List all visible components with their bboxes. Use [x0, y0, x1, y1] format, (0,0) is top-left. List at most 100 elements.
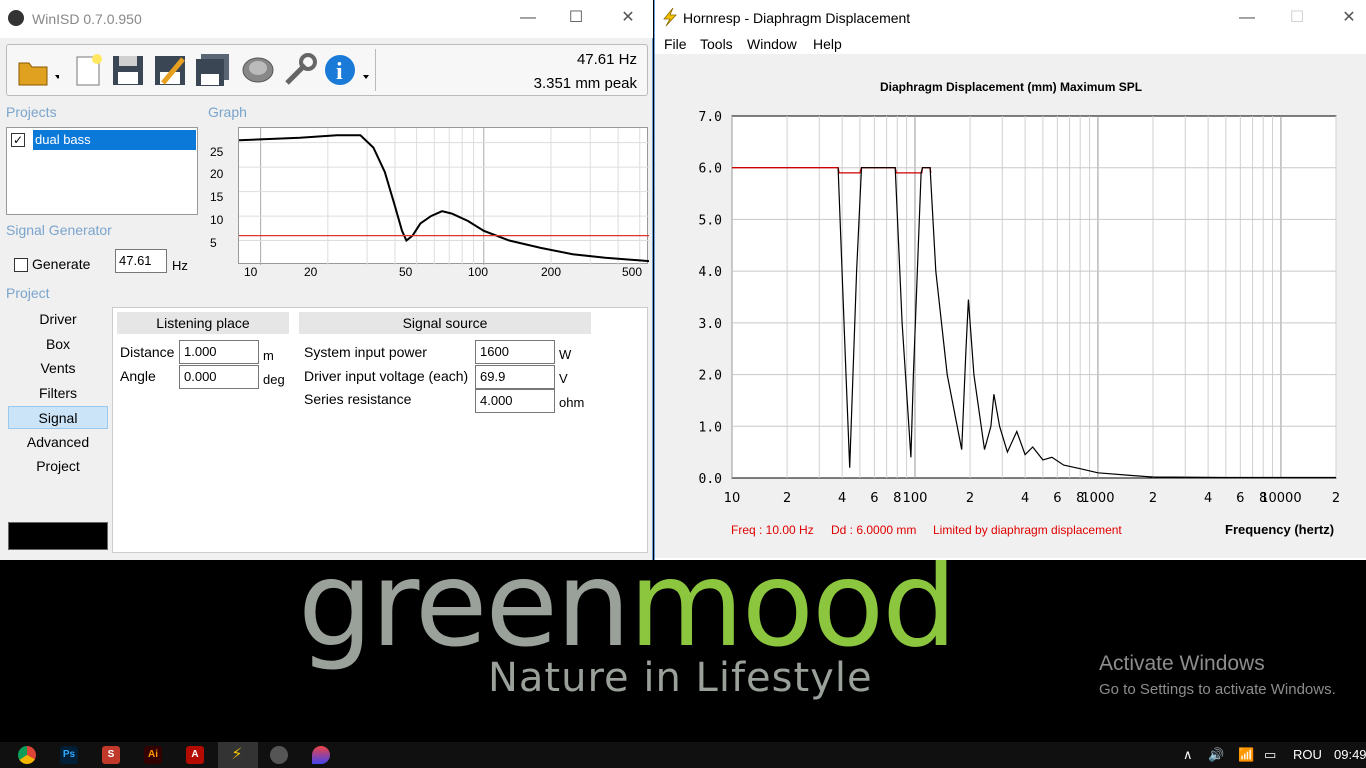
- signal-panel: Listening place Signal source Distance 1…: [112, 307, 648, 553]
- close-button[interactable]: ✕: [621, 9, 635, 26]
- new-project-button[interactable]: [73, 53, 105, 87]
- y-tick-label: 3.0: [699, 317, 722, 332]
- folder-icon: [18, 62, 61, 86]
- winisd-taskbar-icon[interactable]: [270, 746, 288, 764]
- hornresp-maximize-button[interactable]: ☐: [1289, 9, 1305, 26]
- minimize-button[interactable]: —: [520, 9, 536, 26]
- status-displacement: Dd : 6.0000 mm: [831, 523, 917, 537]
- maximize-button[interactable]: ☐: [568, 9, 584, 26]
- driver-input-voltage-label: Driver input voltage (each): [304, 368, 469, 384]
- hornresp-window: Hornresp - Diaphragm Displacement — ☐ ✕ …: [654, 0, 1366, 560]
- project-color-swatch[interactable]: [8, 522, 108, 550]
- toolbar: i 47.61 Hz 3.351 mm peak: [6, 44, 648, 96]
- info-button[interactable]: i: [323, 53, 369, 87]
- save-all-button[interactable]: [195, 53, 229, 87]
- logo-part-green: mood: [628, 535, 957, 673]
- x-tick-label: 2: [1332, 491, 1340, 506]
- driver-input-voltage-input[interactable]: 69.9: [475, 365, 555, 389]
- nav-signal[interactable]: Signal: [8, 406, 108, 429]
- volume-icon[interactable]: 🔊: [1208, 747, 1225, 762]
- taskbar-active-indicator: [218, 742, 258, 768]
- hornresp-titlebar: Hornresp - Diaphragm Displacement — ☐ ✕: [655, 0, 1366, 34]
- acrobat-icon[interactable]: A: [186, 746, 204, 764]
- graph-y-tick: 15: [210, 190, 224, 204]
- angle-unit: deg: [263, 372, 285, 387]
- save-as-icon: [155, 56, 185, 85]
- hornresp-menubar: File Tools Window Help: [655, 34, 1366, 54]
- clock[interactable]: 09:49: [1334, 747, 1366, 762]
- project-item[interactable]: dual bass: [33, 130, 196, 150]
- winisd-titlebar: WinISD 0.7.0.950 — ☐ ✕: [0, 0, 653, 38]
- nav-advanced[interactable]: Advanced: [26, 434, 90, 450]
- x-tick-label: 100: [903, 491, 928, 506]
- signal-source-header: Signal source: [299, 312, 591, 334]
- angle-input[interactable]: 0.000: [179, 365, 259, 389]
- menu-window[interactable]: Window: [747, 36, 797, 52]
- generator-unit: Hz: [172, 258, 188, 273]
- hornresp-taskbar-icon[interactable]: ⚡: [231, 746, 243, 763]
- chrome-icon[interactable]: [18, 746, 36, 764]
- x-tick-label: 2: [966, 491, 974, 506]
- y-tick-label: 0.0: [699, 472, 722, 487]
- show-hidden-icons[interactable]: ∧: [1183, 747, 1193, 762]
- save-as-button[interactable]: [153, 53, 185, 87]
- wallpaper-tagline: Nature in Lifestyle: [488, 655, 873, 701]
- lightning-icon: [663, 7, 677, 27]
- speaker-icon: [242, 57, 274, 83]
- battery-icon[interactable]: ▭: [1264, 747, 1277, 762]
- graph-y-tick: 20: [210, 167, 224, 181]
- y-tick-label: 7.0: [699, 110, 722, 125]
- x-tick-label: 4: [1021, 491, 1029, 506]
- tools-button[interactable]: [283, 53, 317, 87]
- graph-y-tick: 5: [210, 236, 217, 250]
- language-indicator[interactable]: ROU: [1293, 747, 1322, 762]
- x-tick-label: 4: [838, 491, 846, 506]
- status-limit: Limited by diaphragm displacement: [933, 523, 1122, 537]
- hornresp-minimize-button[interactable]: —: [1239, 9, 1255, 26]
- x-tick-label: 8: [1076, 491, 1084, 506]
- nav-filters[interactable]: Filters: [38, 385, 78, 401]
- system-input-power-unit: W: [559, 347, 572, 362]
- series-resistance-input[interactable]: 4.000: [475, 389, 555, 413]
- hornresp-close-button[interactable]: ✕: [1342, 9, 1356, 26]
- save-button[interactable]: [111, 53, 143, 87]
- x-tick-label: 10: [724, 491, 741, 506]
- graph-x-tick: 100: [468, 265, 489, 279]
- series-line-1: [837, 167, 1336, 479]
- nav-vents[interactable]: Vents: [40, 360, 76, 376]
- graph-x-tick: 20: [304, 265, 318, 279]
- driver-button[interactable]: [241, 53, 274, 87]
- illustrator-icon[interactable]: Ai: [144, 746, 162, 764]
- y-tick-label: 2.0: [699, 369, 722, 384]
- menu-help[interactable]: Help: [813, 36, 842, 52]
- distance-unit: m: [263, 348, 274, 363]
- autocad-icon[interactable]: S: [102, 746, 120, 764]
- info-icon: i: [325, 55, 369, 85]
- menu-tools[interactable]: Tools: [700, 36, 733, 52]
- graph-x-tick: 50: [399, 265, 413, 279]
- signal-generator-label: Signal Generator: [6, 222, 112, 238]
- distance-input[interactable]: 1.000: [179, 340, 259, 364]
- generator-frequency-input[interactable]: 47.61: [115, 249, 167, 273]
- y-tick-label: 1.0: [699, 420, 722, 435]
- nav-box[interactable]: Box: [45, 336, 71, 352]
- open-folder-button[interactable]: [17, 53, 61, 87]
- generate-label: Generate: [32, 256, 91, 272]
- displacement-chart: 0.01.02.03.04.05.06.07.010 2 4 6 8 100 2 4 6 8100…: [699, 80, 1341, 506]
- wifi-icon[interactable]: 📶: [1238, 747, 1255, 762]
- frequency-readout: 47.61 Hz: [576, 51, 637, 68]
- x-tick-label: 1000: [1081, 491, 1114, 506]
- graph-series-0: [238, 134, 650, 263]
- x-tick-label: 6: [1236, 491, 1244, 506]
- generate-checkbox[interactable]: [14, 258, 28, 272]
- nav-driver[interactable]: Driver: [39, 311, 77, 327]
- graph-y-tick: 25: [210, 145, 224, 159]
- project-checkbox[interactable]: ✓: [11, 133, 25, 147]
- system-input-power-input[interactable]: 1600: [475, 340, 555, 364]
- svg-text:i: i: [336, 59, 343, 85]
- maps-icon[interactable]: [312, 746, 330, 764]
- nav-project[interactable]: Project: [36, 458, 80, 474]
- menu-file[interactable]: File: [664, 36, 687, 52]
- photoshop-icon[interactable]: Ps: [60, 746, 78, 764]
- graph-x-tick: 200: [541, 265, 562, 279]
